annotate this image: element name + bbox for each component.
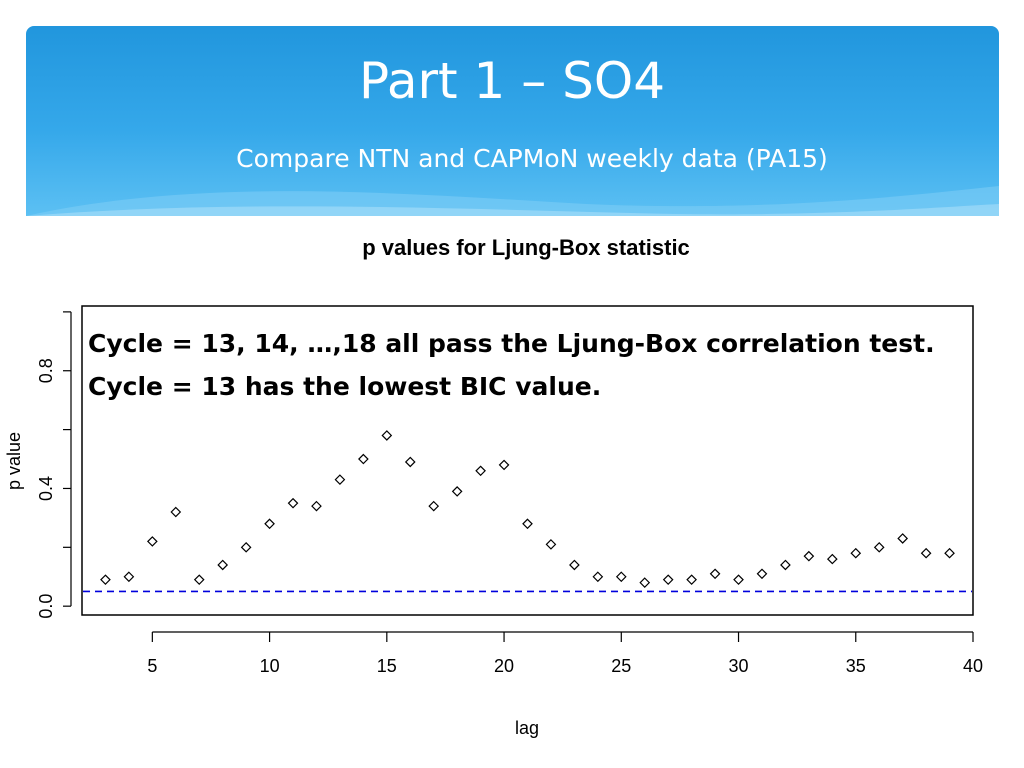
x-tick-label: 35 bbox=[846, 656, 866, 676]
annotation-line-2: Cycle = 13 has the lowest BIC value. bbox=[88, 372, 602, 401]
data-point bbox=[920, 547, 932, 559]
data-point bbox=[850, 547, 862, 559]
data-point bbox=[686, 574, 697, 586]
y-tick-label: 0.0 bbox=[36, 594, 56, 619]
data-point bbox=[334, 474, 346, 485]
data-point bbox=[123, 571, 135, 583]
x-axis-title: lag bbox=[515, 718, 539, 738]
header-wave bbox=[26, 186, 999, 216]
data-point bbox=[170, 506, 182, 518]
data-point bbox=[287, 497, 299, 509]
data-point bbox=[358, 453, 369, 465]
data-point bbox=[569, 559, 580, 571]
data-point bbox=[615, 571, 627, 583]
data-point bbox=[780, 559, 791, 571]
y-tick-label: 0.4 bbox=[36, 476, 56, 501]
annotation-line-1: Cycle = 13, 14, …,18 all pass the Ljung-… bbox=[88, 329, 935, 358]
x-tick-label: 20 bbox=[494, 656, 514, 676]
data-point bbox=[522, 518, 533, 530]
data-point bbox=[709, 568, 721, 580]
data-point bbox=[404, 456, 416, 468]
data-point bbox=[873, 541, 885, 553]
x-axis: 5 10 15 20 25 30 35 40 bbox=[147, 631, 983, 676]
data-point bbox=[662, 574, 674, 586]
data-point bbox=[592, 571, 604, 583]
data-points bbox=[100, 430, 955, 588]
data-point bbox=[264, 518, 275, 530]
data-point bbox=[193, 574, 205, 586]
data-point bbox=[944, 547, 955, 559]
data-point bbox=[475, 465, 486, 477]
data-point bbox=[897, 533, 909, 544]
data-point bbox=[803, 550, 815, 562]
chart-title: p values for Ljung-Box statistic bbox=[362, 235, 690, 260]
x-tick-label: 40 bbox=[963, 656, 983, 676]
y-tick-label: 0.8 bbox=[36, 358, 56, 383]
data-point bbox=[381, 430, 393, 441]
slide-title: Part 1 – SO4 bbox=[358, 52, 666, 110]
data-point bbox=[451, 486, 463, 497]
data-point bbox=[826, 553, 838, 565]
data-point bbox=[498, 459, 510, 471]
data-point bbox=[100, 574, 111, 586]
y-axis-title: p value bbox=[4, 432, 24, 490]
data-point bbox=[311, 500, 322, 512]
data-point bbox=[428, 500, 440, 512]
plot-frame bbox=[81, 305, 974, 616]
slide-header bbox=[26, 26, 999, 216]
x-tick-label: 5 bbox=[147, 656, 157, 676]
data-point bbox=[240, 541, 252, 553]
data-point bbox=[146, 536, 158, 547]
chart-annotation: Cycle = 13, 14, …,18 all pass the Ljung-… bbox=[88, 322, 968, 408]
data-point bbox=[545, 539, 557, 550]
data-point bbox=[733, 574, 744, 586]
data-point bbox=[756, 568, 768, 580]
data-point bbox=[217, 559, 229, 571]
x-tick-label: 15 bbox=[377, 656, 397, 676]
slide-subtitle: Compare NTN and CAPMoN weekly data (PA15… bbox=[236, 144, 828, 173]
x-tick-label: 30 bbox=[729, 656, 749, 676]
data-point bbox=[639, 577, 651, 588]
x-tick-label: 25 bbox=[611, 656, 631, 676]
x-tick-label: 10 bbox=[260, 656, 280, 676]
y-axis: 0.0 0.4 0.8 bbox=[36, 311, 72, 619]
